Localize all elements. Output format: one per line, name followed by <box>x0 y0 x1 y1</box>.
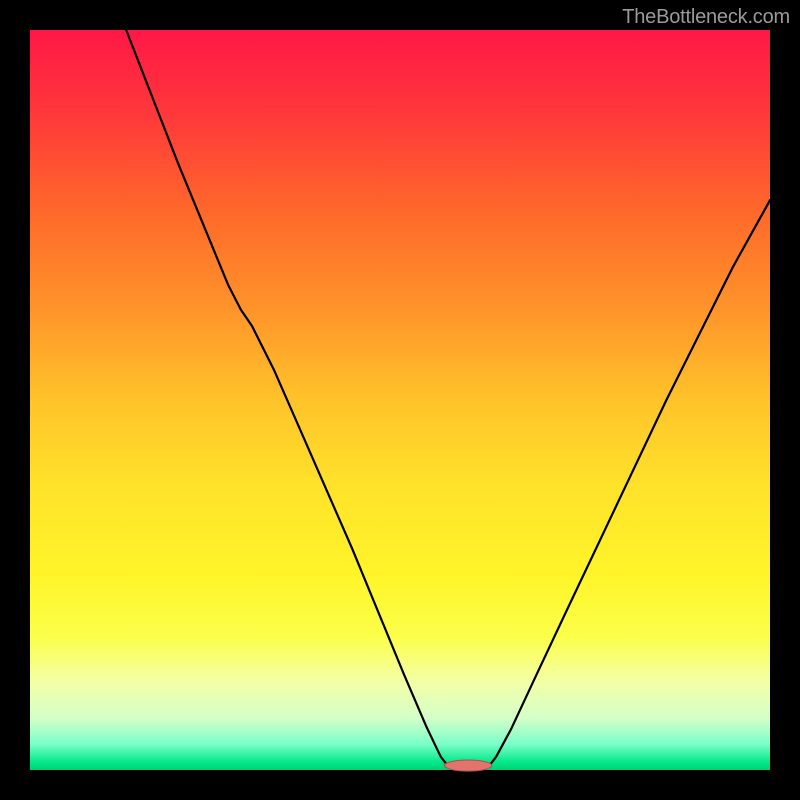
bottleneck-chart-svg <box>0 0 800 800</box>
watermark-text: TheBottleneck.com <box>622 6 790 29</box>
optimal-marker-pill <box>444 760 491 771</box>
chart-container: TheBottleneck.com <box>0 0 800 800</box>
chart-gradient-background <box>30 30 770 770</box>
